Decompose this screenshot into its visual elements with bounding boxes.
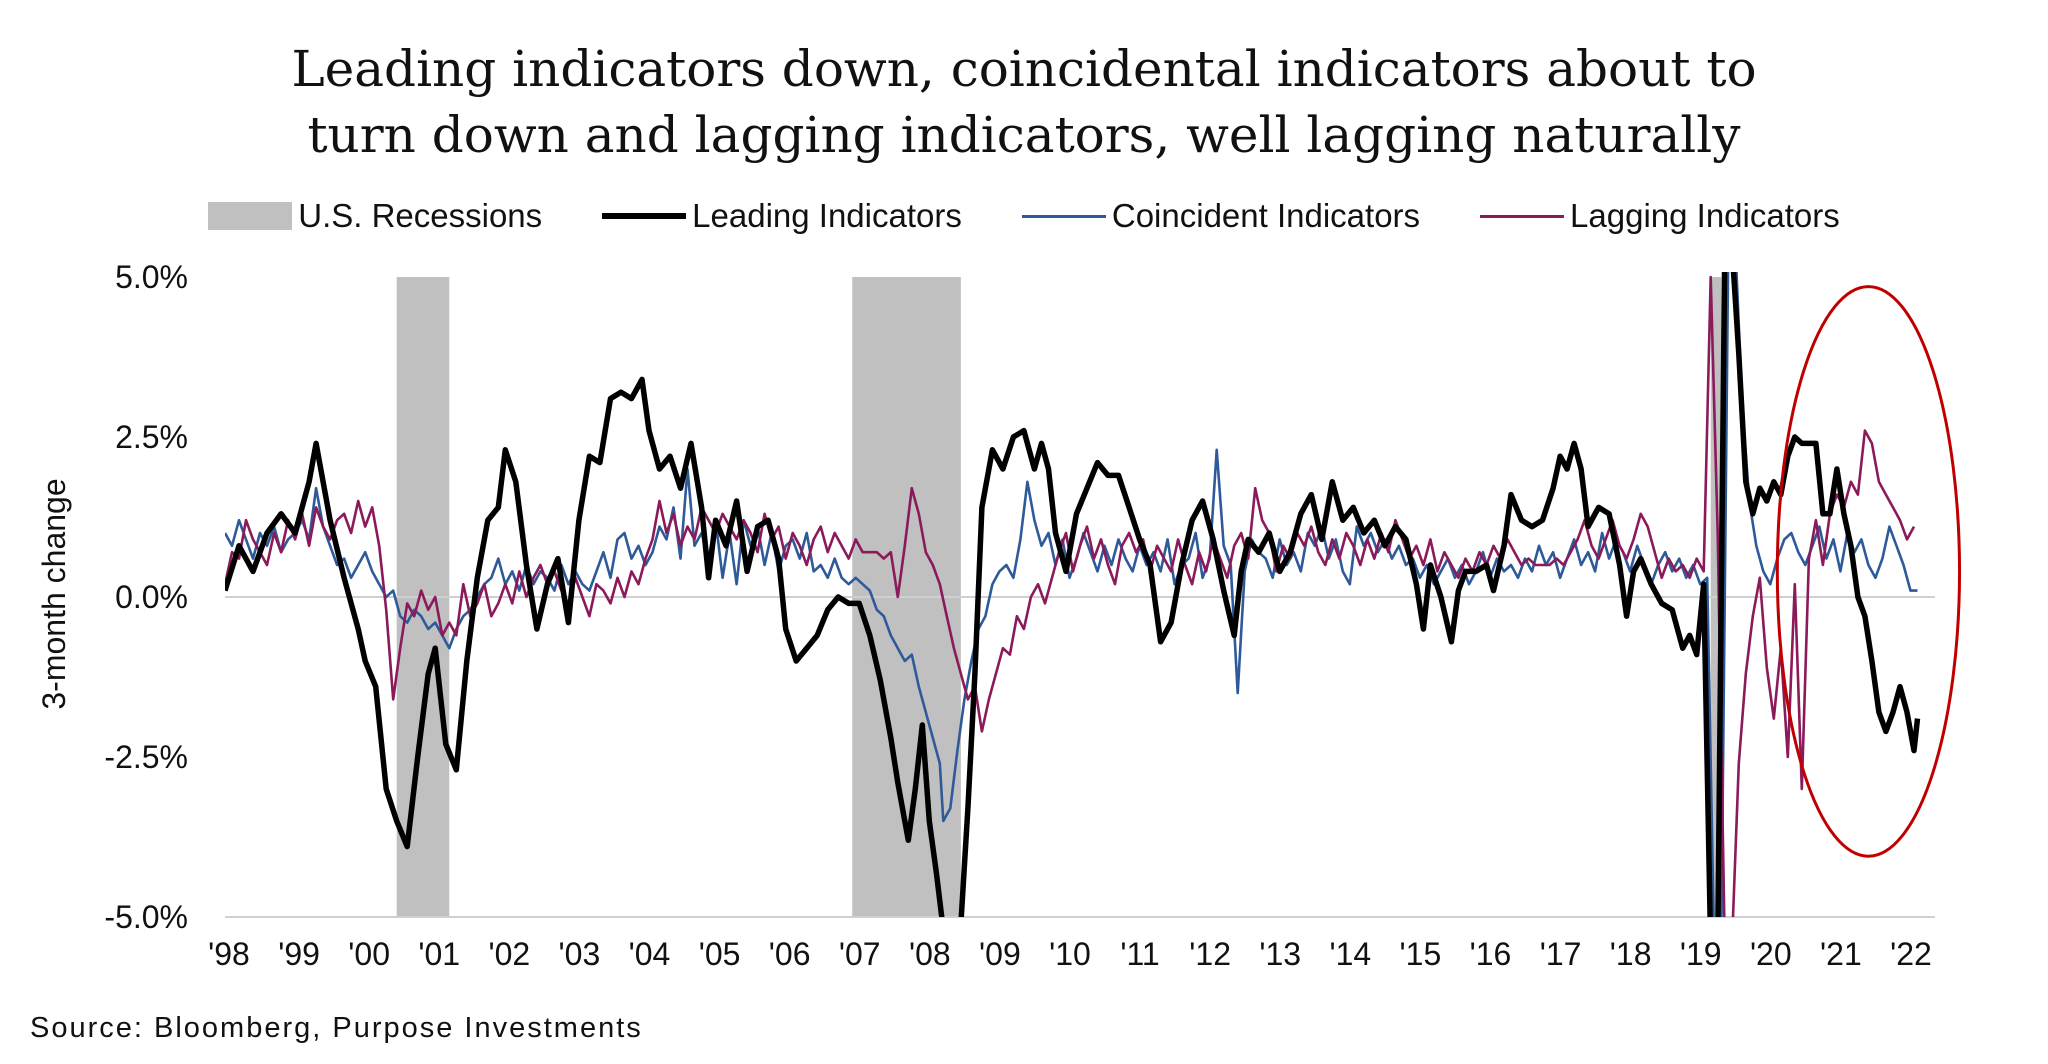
legend: U.S. Recessions Leading Indicators Coinc… — [0, 188, 2048, 244]
x-tick-label: '06 — [769, 936, 811, 972]
x-tick-label: '17 — [1540, 936, 1582, 972]
x-tick-label: '01 — [418, 936, 460, 972]
series-line-leading — [225, 272, 1921, 917]
y-tick-label: -2.5% — [104, 739, 188, 775]
series-line-lagging — [225, 275, 1916, 917]
x-tick-label: '07 — [839, 936, 881, 972]
legend-swatch-lagging — [1480, 214, 1565, 218]
x-tick-label: '04 — [629, 936, 671, 972]
y-tick-label: 0.0% — [115, 579, 188, 615]
legend-swatch-coincident — [1021, 214, 1106, 218]
x-tick-labels: '98 '99 '00 '01 '02 '03 '04 '05 '06 '07 '08 '09 '10 '… — [208, 936, 1932, 972]
series-line-coincident — [225, 272, 1918, 917]
y-tick-label: 5.0% — [115, 259, 188, 295]
series-lines — [225, 272, 1921, 917]
x-tick-label: '00 — [348, 936, 390, 972]
legend-swatch-leading — [602, 213, 687, 219]
source-note: Source: Bloomberg, Purpose Investments — [30, 1012, 643, 1044]
x-tick-label: '09 — [979, 936, 1021, 972]
x-tick-label: '13 — [1259, 936, 1301, 972]
title-line-1: Leading indicators down, coincidental in… — [291, 40, 1757, 98]
legend-item-leading: Leading Indicators — [602, 197, 962, 235]
legend-label-recessions: U.S. Recessions — [298, 197, 543, 234]
x-tick-label: '18 — [1610, 936, 1652, 972]
x-tick-label: '22 — [1890, 936, 1932, 972]
x-tick-label: '15 — [1400, 936, 1442, 972]
x-tick-label: '02 — [488, 936, 530, 972]
legend-swatch-recessions — [208, 202, 293, 230]
x-tick-label: '03 — [559, 936, 601, 972]
legend-label-lagging: Lagging Indicators — [1570, 197, 1840, 234]
title-line-2: turn down and lagging indicators, well l… — [307, 106, 1741, 164]
y-tick-labels: 5.0% 2.5% 0.0% -2.5% -5.0% — [104, 259, 188, 935]
legend-label-coincident: Coincident Indicators — [1111, 197, 1421, 234]
y-tick-label: -5.0% — [104, 899, 188, 935]
x-tick-label: '21 — [1820, 936, 1862, 972]
x-tick-label: '12 — [1189, 936, 1231, 972]
x-tick-label: '11 — [1120, 936, 1159, 972]
chart-title: Leading indicators down, coincidental in… — [0, 36, 2048, 168]
x-tick-label: '05 — [699, 936, 741, 972]
y-axis-label: 3-month change — [36, 478, 72, 709]
y-tick-label: 2.5% — [115, 419, 188, 455]
x-tick-label: '10 — [1049, 936, 1091, 972]
legend-item-lagging: Lagging Indicators — [1480, 197, 1840, 235]
x-tick-label: '99 — [278, 936, 320, 972]
legend-item-recessions: U.S. Recessions — [208, 197, 542, 235]
x-tick-label: '98 — [208, 936, 250, 972]
x-tick-label: '20 — [1750, 936, 1792, 972]
x-tick-label: '08 — [909, 936, 951, 972]
legend-label-leading: Leading Indicators — [692, 197, 962, 234]
highlight-ellipse — [1775, 285, 1962, 858]
x-tick-label: '14 — [1329, 936, 1371, 972]
x-tick-label: '19 — [1680, 936, 1722, 972]
legend-item-coincident: Coincident Indicators — [1021, 197, 1421, 235]
x-tick-label: '16 — [1470, 936, 1512, 972]
